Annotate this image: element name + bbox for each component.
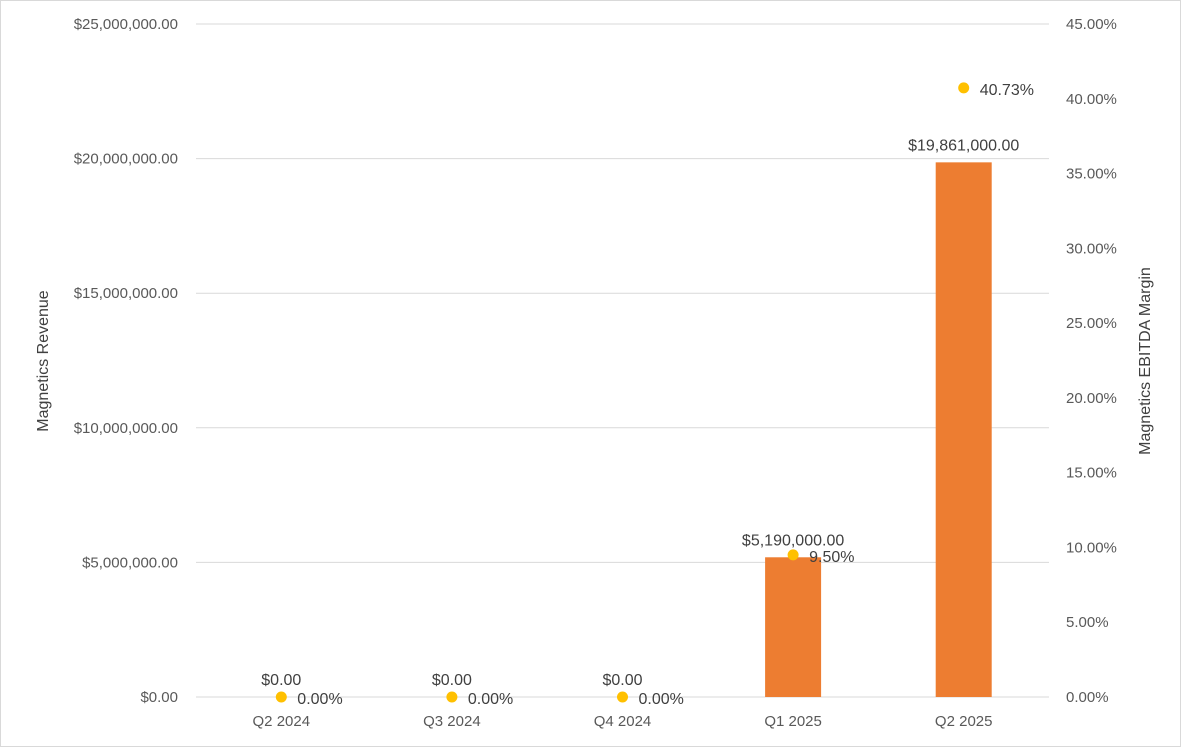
y2-tick-label: 40.00%	[1066, 91, 1117, 108]
y2-tick-label: 35.00%	[1066, 166, 1117, 183]
bar-value-label: $0.00	[602, 672, 642, 689]
y2-tick-label: 10.00%	[1066, 539, 1117, 556]
margin-value-label: 0.00%	[639, 691, 684, 708]
margin-point	[958, 82, 970, 94]
x-tick-label: Q4 2024	[594, 713, 652, 730]
y2-tick-label: 5.00%	[1066, 614, 1109, 631]
y-tick-label: $10,000,000.00	[74, 420, 178, 437]
y-tick-label: $20,000,000.00	[74, 151, 178, 168]
y-tick-label: $5,000,000.00	[82, 554, 178, 571]
y2-axis-title: Magnetics EBITDA Margin	[1137, 267, 1154, 455]
margin-point	[446, 691, 458, 703]
y2-tick-label: 45.00%	[1066, 16, 1117, 33]
data-labels: $0.00 $0.00 $0.00 $5,190,000.00 $19,861,000.…	[261, 82, 1034, 708]
bar-value-label: $5,190,000.00	[742, 532, 844, 549]
axes: $0.00 $5,000,000.00 $10,000,000.00 $15,000,…	[74, 16, 1117, 730]
bar	[765, 557, 822, 697]
y2-tick-label: 30.00%	[1066, 240, 1117, 257]
bars	[765, 162, 992, 698]
x-tick-label: Q2 2025	[935, 713, 993, 730]
bar	[935, 162, 992, 698]
margin-point	[275, 691, 287, 703]
margin-value-label: 9.50%	[809, 549, 854, 566]
margin-point	[617, 691, 628, 703]
bar-value-label: $19,861,000.00	[908, 137, 1019, 154]
bar-value-label: $0.00	[432, 672, 472, 689]
gridlines	[196, 23, 1049, 698]
bar-value-label: $0.00	[261, 672, 301, 689]
y2-tick-label: 25.00%	[1066, 315, 1117, 332]
y-tick-label: $15,000,000.00	[74, 285, 178, 302]
margin-value-label: 40.73%	[980, 82, 1034, 99]
y2-tick-label: 0.00%	[1066, 689, 1109, 706]
margin-value-label: 0.00%	[468, 691, 513, 708]
x-tick-label: Q2 2024	[253, 713, 311, 730]
y-tick-label: $0.00	[140, 689, 178, 706]
y-tick-label: $25,000,000.00	[74, 16, 178, 33]
margin-point	[787, 549, 799, 561]
y2-tick-label: 15.00%	[1066, 465, 1117, 482]
y-axis-title: Magnetics Revenue	[35, 290, 52, 432]
points	[275, 82, 970, 703]
x-tick-label: Q3 2024	[423, 713, 481, 730]
y2-tick-label: 20.00%	[1066, 390, 1117, 407]
margin-value-label: 0.00%	[297, 691, 342, 708]
x-tick-label: Q1 2025	[764, 713, 822, 730]
